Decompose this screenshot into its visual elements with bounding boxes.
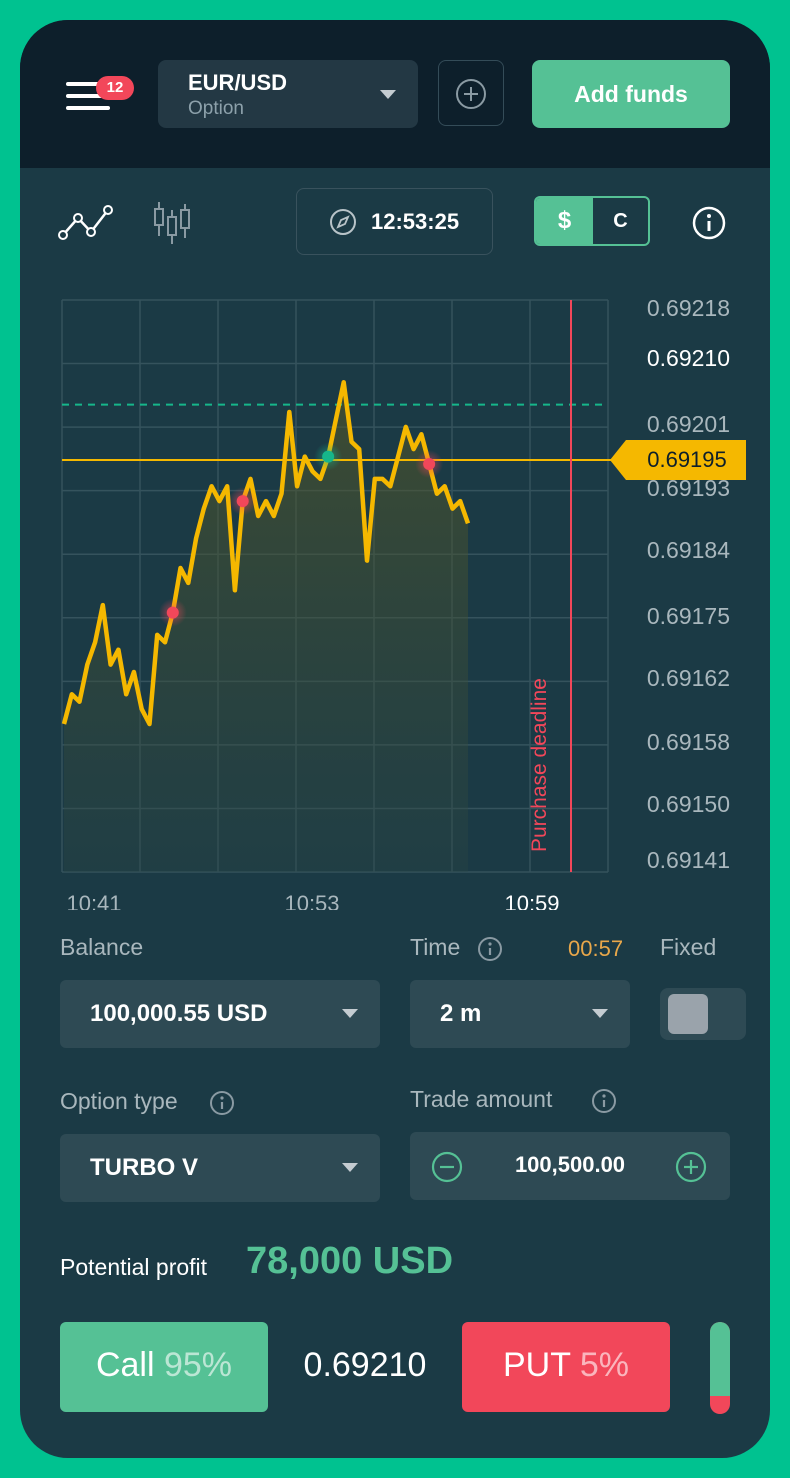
- asset-type: Option: [188, 98, 244, 119]
- candlestick-icon[interactable]: [150, 200, 196, 246]
- trade-amount-stepper: 100,500.00: [410, 1132, 730, 1200]
- y-tick-label: 0.69158: [647, 729, 730, 755]
- option-type-label: Option type: [60, 1088, 178, 1114]
- info-icon[interactable]: [690, 204, 728, 242]
- trade-amount-label: Trade amount: [410, 1086, 553, 1112]
- asset-selector[interactable]: EUR/USD Option: [158, 60, 418, 128]
- price-area: [64, 382, 468, 872]
- current-price-tag: 0.69195: [610, 440, 746, 480]
- menu-icon-line: [66, 82, 110, 86]
- info-icon[interactable]: [208, 1089, 236, 1117]
- fixed-label: Fixed: [660, 934, 717, 960]
- currency-dollar-option[interactable]: $: [536, 198, 593, 244]
- time-value: 2 m: [440, 1000, 482, 1027]
- y-tick-label: 0.69162: [647, 665, 730, 691]
- notification-badge: 12: [96, 76, 134, 100]
- balance-value: 100,000.55 USD: [90, 1000, 268, 1027]
- call-button[interactable]: Call 95%: [60, 1322, 268, 1412]
- menu-icon-line: [66, 106, 110, 110]
- chevron-down-icon: [592, 1009, 608, 1018]
- sentiment-call-fill: [710, 1322, 730, 1396]
- option-type-value: TURBO V: [90, 1154, 198, 1181]
- y-tick-label: 0.69175: [647, 603, 730, 629]
- put-label: PUT: [503, 1346, 571, 1384]
- add-funds-button[interactable]: Add funds: [532, 60, 730, 128]
- purchase-deadline-label: Purchase deadline: [528, 678, 551, 852]
- y-tick-label: 0.69150: [647, 791, 730, 817]
- y-tick-label: 0.69141: [647, 847, 730, 873]
- y-tick-label: 0.69201: [647, 411, 730, 437]
- potential-profit-value: 78,000 USD: [246, 1240, 454, 1282]
- y-tick-label: 0.69218: [647, 295, 730, 321]
- compass-icon: [330, 209, 356, 235]
- currency-toggle: $ C: [534, 196, 650, 246]
- strike-price: 0.69210: [303, 1346, 427, 1384]
- trade-marker[interactable]: [423, 458, 436, 470]
- clock-time: 12:53:25: [371, 209, 460, 234]
- y-axis-labels: 0.692180.692100.692010.691930.691840.691…: [647, 295, 730, 873]
- time-countdown: 00:57: [568, 936, 624, 961]
- menu-button[interactable]: [66, 82, 112, 110]
- chevron-down-icon: [380, 90, 396, 99]
- top-bar: 12 EUR/USD Option Add funds: [20, 20, 770, 168]
- price-chart[interactable]: Purchase deadline 0.69218 0.69210 0.69201 0…: [20, 270, 770, 910]
- potential-profit-label: Potential profit: [60, 1254, 208, 1280]
- time-select[interactable]: 2 m: [410, 980, 630, 1048]
- trade-marker[interactable]: [236, 495, 249, 508]
- server-clock: 12:53:25: [296, 188, 493, 255]
- price-series-line: [61, 380, 471, 727]
- info-icon[interactable]: [476, 935, 504, 963]
- option-type-select[interactable]: TURBO V: [60, 1134, 380, 1202]
- add-asset-button[interactable]: [438, 60, 504, 126]
- x-tick-label: 10:53: [284, 891, 339, 910]
- trade-amount-value[interactable]: 100,500.00: [514, 1152, 626, 1177]
- trade-marker[interactable]: [322, 450, 335, 463]
- x-tick-label: 10:59: [504, 891, 559, 910]
- current-price-value: 0.69195: [647, 447, 727, 472]
- trade-marker[interactable]: [166, 606, 179, 619]
- call-percent: 95%: [163, 1346, 233, 1384]
- y-tick-label: 0.69184: [647, 537, 730, 563]
- asset-name: EUR/USD: [188, 70, 288, 95]
- fixed-toggle[interactable]: [660, 988, 746, 1040]
- time-label: Time: [410, 934, 461, 960]
- y-tick-label: 0.69210: [647, 345, 730, 371]
- call-label: Call: [95, 1346, 155, 1384]
- balance-label: Balance: [60, 934, 144, 960]
- x-axis-labels: 10:41 10:53 10:59: [66, 891, 559, 910]
- trade-markers: [158, 442, 444, 627]
- balance-select[interactable]: 100,000.55 USD: [60, 980, 380, 1048]
- put-button[interactable]: PUT 5%: [462, 1322, 670, 1412]
- plus-circle-icon[interactable]: [674, 1150, 708, 1184]
- chevron-down-icon: [342, 1009, 358, 1018]
- app-screen: 12 EUR/USD Option Add funds: [20, 20, 770, 1458]
- x-tick-label: 10:41: [66, 891, 121, 910]
- line-chart-icon[interactable]: [58, 202, 116, 242]
- menu-icon-line: [66, 94, 110, 98]
- put-percent: 5%: [579, 1346, 629, 1384]
- info-icon[interactable]: [590, 1087, 618, 1115]
- sentiment-bar: [710, 1322, 730, 1414]
- chevron-down-icon: [342, 1163, 358, 1172]
- plus-circle-icon: [456, 79, 486, 109]
- currency-coin-option[interactable]: C: [613, 210, 628, 232]
- toggle-knob: [668, 994, 708, 1034]
- minus-circle-icon[interactable]: [430, 1150, 464, 1184]
